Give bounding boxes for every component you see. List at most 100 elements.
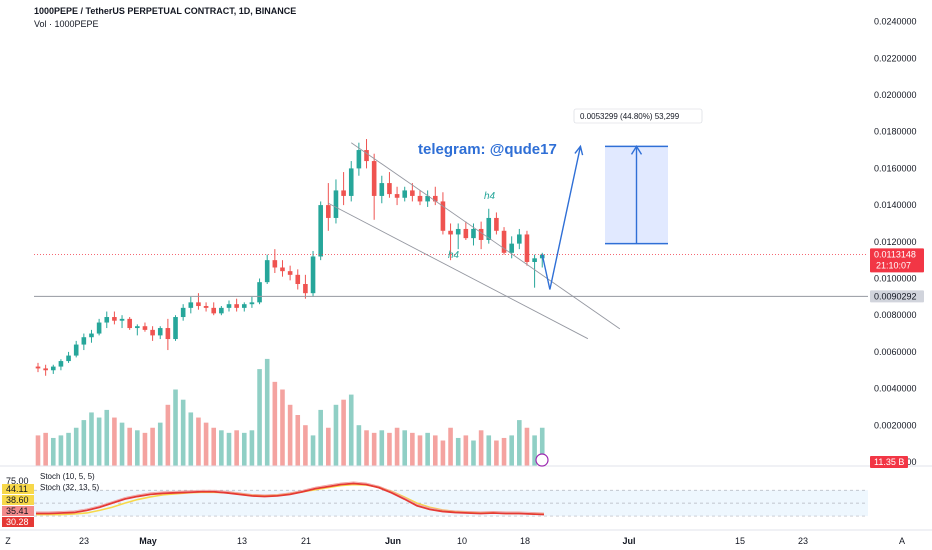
candle-body[interactable] [432, 195, 438, 202]
candle-body[interactable] [371, 161, 377, 196]
candle-body[interactable] [448, 230, 453, 235]
candle-body[interactable] [524, 234, 530, 262]
candle-body[interactable] [440, 201, 446, 231]
candle-body[interactable] [272, 260, 278, 268]
hline-price-tag[interactable] [870, 290, 924, 303]
candle-body[interactable] [203, 306, 209, 308]
candle-body[interactable] [234, 304, 239, 308]
candle-body[interactable] [379, 183, 385, 196]
candle-body[interactable] [157, 328, 163, 336]
channel-lower-line[interactable] [328, 202, 589, 340]
candle-body[interactable] [417, 195, 423, 202]
candle-body[interactable] [509, 243, 514, 253]
volume-bar [402, 430, 408, 466]
candle-body[interactable] [287, 271, 293, 275]
candle-body[interactable] [135, 326, 140, 329]
stoch-k-line[interactable] [36, 482, 545, 516]
lightning-icon[interactable] [535, 453, 549, 467]
volume-bar [348, 394, 354, 466]
candle-body[interactable] [196, 302, 201, 307]
telegram-annotation[interactable]: telegram: @qude17 [418, 141, 557, 158]
volume-bar [432, 435, 438, 466]
candle-body[interactable] [471, 228, 476, 239]
volume-bar [303, 425, 308, 466]
projection-path[interactable] [541, 146, 582, 290]
candle-body[interactable] [58, 361, 64, 367]
candle-body[interactable] [341, 190, 346, 196]
candle-body[interactable] [532, 258, 537, 262]
candle-body[interactable] [249, 302, 255, 305]
candle-body[interactable] [303, 284, 308, 294]
candle-body[interactable] [104, 317, 110, 323]
candlesticks[interactable] [35, 139, 545, 376]
candle-body[interactable] [425, 195, 430, 202]
candle-body[interactable] [219, 307, 224, 314]
candle-body[interactable] [35, 366, 41, 369]
candle-body[interactable] [280, 267, 285, 272]
candle-body[interactable] [81, 337, 87, 345]
candle-body[interactable] [356, 150, 362, 169]
candle-body[interactable] [494, 217, 499, 231]
candle-body[interactable] [112, 317, 117, 321]
candle-body[interactable] [66, 355, 71, 362]
volume-bar [333, 404, 339, 466]
last-price-tag[interactable] [870, 248, 924, 273]
candle-body[interactable] [364, 150, 369, 162]
time-axis[interactable]: Z 23 May 13 21 Jun 10 18 Jul 15 23 A [0, 529, 932, 546]
volume-bar [471, 440, 476, 466]
candle-body[interactable] [188, 302, 194, 308]
candle-body[interactable] [180, 307, 186, 318]
candle-body[interactable] [257, 282, 262, 303]
stochastic-pane[interactable] [0, 465, 932, 517]
price-tick-label: 0.0060000 [874, 347, 917, 357]
candle-body[interactable] [310, 256, 316, 294]
candle-body[interactable] [73, 344, 79, 356]
volume-bar [448, 427, 453, 466]
candle-body[interactable] [295, 274, 301, 285]
price-tick-label: 0.0220000 [874, 53, 917, 63]
price-tick-label: 0.0040000 [874, 384, 917, 394]
candle-body[interactable] [226, 304, 232, 308]
stoch-label-1: Stoch (10, 5, 5) [40, 472, 95, 481]
candle-body[interactable] [173, 317, 178, 340]
candle-body[interactable] [394, 194, 400, 198]
volume-bar [356, 425, 362, 466]
volume-bar [234, 430, 239, 466]
candle-body[interactable] [211, 307, 217, 314]
candle-body[interactable] [165, 328, 171, 340]
measure-label-bg [573, 108, 703, 124]
candle-body[interactable] [517, 234, 522, 244]
measure-label[interactable]: 0.0053299 (44.80%) 53,299 [580, 112, 680, 121]
volume-bar [211, 427, 217, 466]
candle-body[interactable] [402, 190, 408, 198]
candle-body[interactable] [50, 366, 56, 371]
candle-body[interactable] [455, 228, 461, 235]
channel-upper-line[interactable] [350, 142, 621, 330]
volume-bar [35, 435, 41, 466]
candle-body[interactable] [150, 329, 155, 336]
candle-body[interactable] [387, 183, 392, 195]
candle-body[interactable] [333, 190, 339, 218]
candle-body[interactable] [486, 217, 492, 240]
candle-body[interactable] [264, 260, 270, 283]
volume-bar [341, 399, 346, 466]
candle-body[interactable] [43, 368, 48, 371]
price-axis[interactable]: 0.0240000 0.0220000 0.0200000 0.0180000 0.01… [2, 17, 924, 527]
stoch-fast-line[interactable] [36, 481, 545, 514]
candle-body[interactable] [501, 230, 507, 253]
candle-body[interactable] [89, 333, 94, 338]
candle-body[interactable] [348, 168, 354, 196]
candle-body[interactable] [463, 228, 469, 239]
candle-body[interactable] [119, 318, 125, 321]
candle-body[interactable] [326, 205, 331, 218]
candle-body[interactable] [127, 318, 132, 329]
volume-bar [272, 381, 278, 466]
candle-body[interactable] [410, 190, 415, 196]
candle-body[interactable] [96, 322, 102, 334]
candle-body[interactable] [318, 205, 323, 257]
drawing-lines[interactable] [34, 108, 868, 340]
candle-body[interactable] [142, 326, 148, 330]
candle-body[interactable] [241, 304, 247, 308]
candle-body[interactable] [478, 228, 484, 240]
